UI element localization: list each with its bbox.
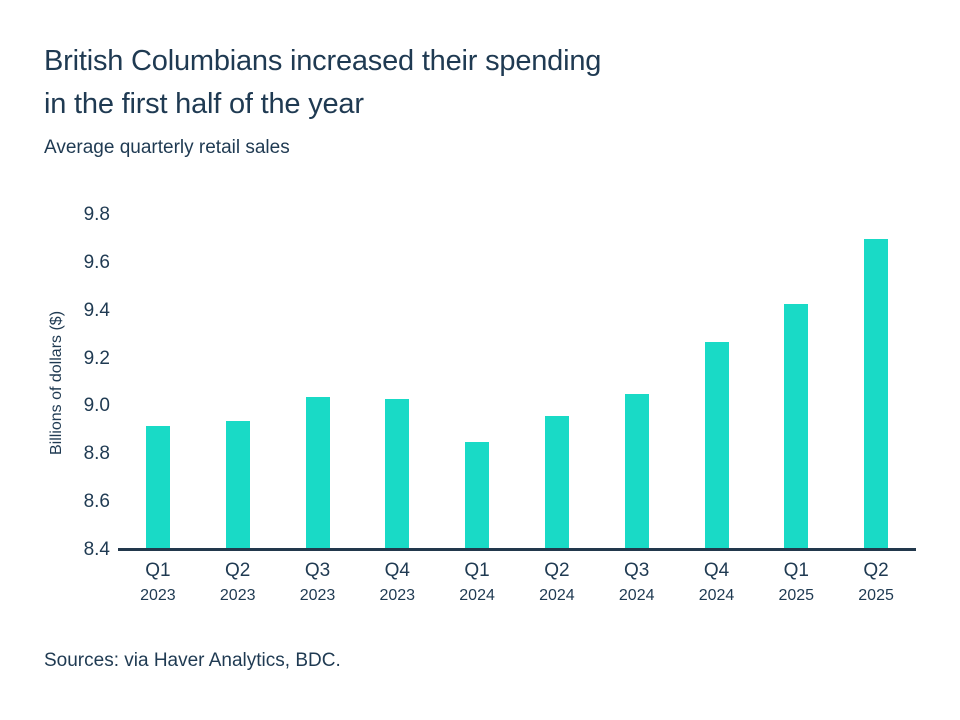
x-tick-quarter-label: Q2 (863, 560, 889, 581)
chart-subtitle: Average quarterly retail sales (44, 137, 290, 158)
chart-title-line-1: British Columbians increased their spend… (44, 45, 602, 77)
x-tick-quarter-label: Q3 (624, 560, 650, 581)
bar-q2-2025 (864, 238, 889, 550)
bar-q4-2023 (385, 399, 410, 550)
y-tick-label-9.0: 9.0 (83, 395, 110, 417)
x-tick-year-label: 2024 (698, 587, 735, 604)
bar-q1-2023 (145, 425, 170, 550)
y-tick-label-9.8: 9.8 (83, 204, 110, 225)
x-tick-quarter-label: Q4 (703, 560, 730, 581)
x-tick-year-label: 2024 (459, 587, 495, 604)
plot-area: 8.4 8.6 8.8 9.0 9.2 9.4 9.6 9.8 Q1 2023 Q2 2023 Q3 20… (84, 204, 916, 604)
x-tick-quarter-label: Q2 (544, 560, 570, 581)
x-tick-year-label: 2024 (539, 587, 575, 604)
x-tick-year-label: 2024 (618, 587, 655, 604)
x-tick-q2-2025: Q2 2025 (836, 560, 916, 607)
chart-title: British Columbians increased their spend… (44, 40, 601, 126)
x-tick-year-label: 2023 (299, 587, 336, 604)
x-tick-q3-2023: Q3 2023 (278, 560, 358, 607)
x-tick-q1-2024: Q1 2024 (437, 560, 517, 607)
x-tick-year-label: 2023 (219, 587, 256, 604)
x-tick-year-label: 2023 (140, 587, 176, 604)
x-tick-q1-2023: Q1 2023 (118, 560, 198, 607)
x-axis-line (118, 548, 916, 551)
y-tick-label-9.2: 9.2 (83, 347, 110, 369)
bar-q2-2023 (225, 420, 250, 550)
x-tick-quarter-label: Q1 (464, 560, 490, 581)
x-tick-q2-2023: Q2 2023 (198, 560, 278, 607)
x-tick-q1-2025: Q1 2025 (756, 560, 836, 607)
x-tick-quarter-label: Q1 (783, 560, 809, 581)
y-tick-label-8.6: 8.6 (83, 491, 110, 513)
x-tick-q3-2024: Q3 2024 (597, 560, 677, 607)
source-note: Sources: via Haver Analytics, BDC. (44, 650, 341, 671)
bar-q4-2024 (704, 341, 729, 550)
y-tick-label-8.8: 8.8 (83, 443, 110, 465)
y-tick-label-9.4: 9.4 (83, 299, 110, 321)
x-tick-quarter-label: Q2 (225, 560, 251, 581)
y-axis-title: Billions of dollars ($) (48, 310, 65, 456)
x-tick-quarter-label: Q1 (145, 560, 171, 581)
bar-q2-2024 (544, 416, 569, 550)
x-tick-quarter-label: Q3 (304, 560, 331, 581)
x-tick-year-label: 2025 (858, 587, 894, 604)
bar-q3-2024 (624, 394, 649, 550)
y-tick-label-9.6: 9.6 (83, 251, 110, 273)
bar-q1-2024 (465, 442, 490, 550)
bar-q3-2023 (305, 396, 330, 550)
x-tick-year-label: 2025 (778, 587, 815, 604)
chart-title-line-2: in the first half of the year (44, 88, 364, 120)
y-tick-label-8.4: 8.4 (83, 539, 110, 560)
bar-q1-2025 (784, 303, 809, 550)
x-tick-year-label: 2023 (379, 587, 416, 604)
x-tick-q4-2023: Q4 2023 (357, 560, 437, 607)
x-tick-q4-2024: Q4 2024 (677, 560, 757, 607)
x-tick-quarter-label: Q4 (384, 560, 410, 581)
x-tick-q2-2024: Q2 2024 (517, 560, 597, 607)
